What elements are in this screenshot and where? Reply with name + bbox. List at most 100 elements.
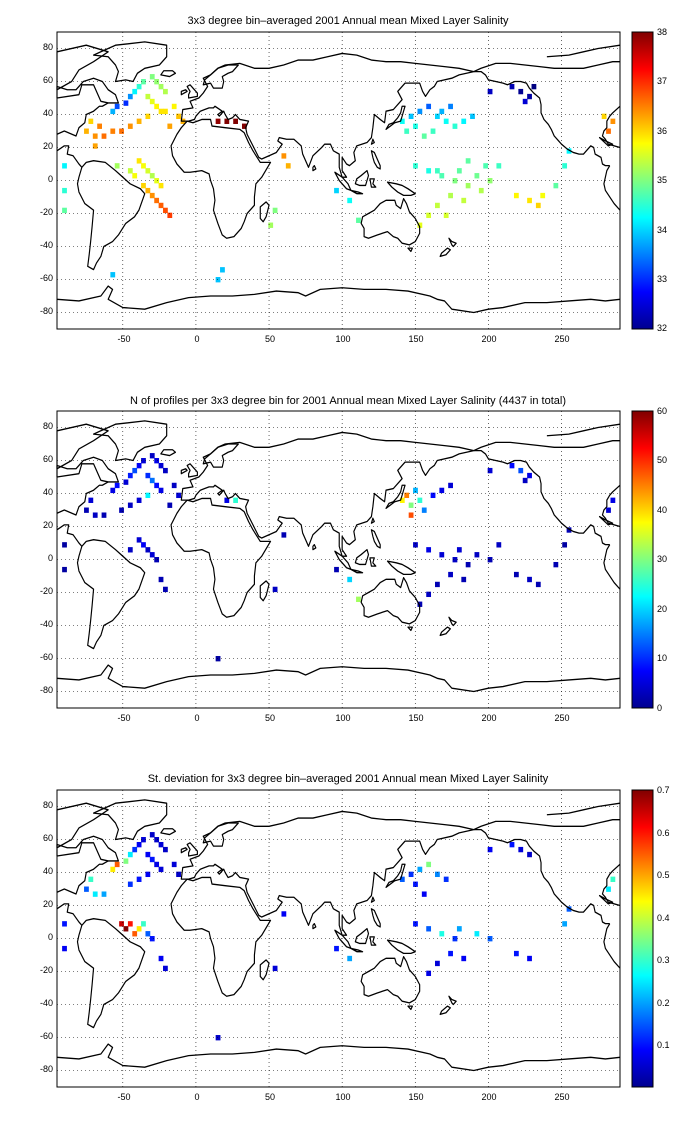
data-cell — [408, 502, 414, 508]
data-cell — [114, 861, 120, 868]
data-cell — [356, 596, 361, 602]
data-cell — [127, 881, 133, 887]
data-cell — [62, 163, 67, 169]
y-tick-label: 20 — [43, 141, 53, 151]
data-cell — [84, 128, 89, 134]
data-cell — [518, 88, 524, 95]
data-cell — [88, 876, 94, 882]
data-cell — [136, 158, 142, 164]
data-cell — [281, 532, 287, 538]
data-cell — [281, 153, 287, 159]
data-cell — [601, 113, 607, 120]
data-cell — [404, 128, 410, 134]
data-cell — [158, 83, 164, 90]
y-tick-label: -80 — [40, 306, 53, 316]
data-cell — [334, 566, 339, 573]
y-tick-label: 0 — [48, 174, 53, 184]
x-tick-label: 250 — [554, 334, 569, 344]
data-cell — [452, 123, 458, 129]
salinity-stdev-panel: St. deviation for 3x3 degree bin–average… — [40, 773, 670, 1102]
gridlines-profile-count — [57, 411, 620, 708]
y-tick-label: 0 — [48, 932, 53, 942]
data-cell — [149, 173, 155, 179]
colorbar-tick-label: 0.2 — [657, 998, 670, 1008]
data-cell — [487, 557, 493, 563]
data-cell — [474, 552, 480, 558]
data-cell — [154, 79, 160, 85]
map-axes-salinity-mean: -50 0 50 100 150 200 250 80 60 40 20 0 -… — [40, 31, 621, 344]
y-tick-label: 60 — [43, 454, 53, 464]
data-cell — [158, 955, 164, 962]
colorbar-tick-label: 35 — [657, 175, 667, 185]
data-cell — [562, 921, 568, 927]
data-cell — [562, 542, 568, 548]
data-cell — [149, 477, 155, 484]
data-cell — [149, 98, 155, 105]
data-cell — [123, 479, 129, 485]
data-cell — [513, 192, 519, 199]
profile-count-panel: N of profiles per 3x3 degree bin for 200… — [40, 395, 667, 723]
data-cell — [527, 197, 532, 204]
data-cell — [233, 118, 238, 124]
data-cell — [399, 876, 405, 882]
data-cell — [101, 512, 107, 518]
data-cell — [421, 891, 427, 897]
data-cell — [413, 542, 418, 548]
y-tick-label: -60 — [40, 273, 53, 283]
data-cell — [171, 103, 177, 110]
data-cell — [176, 492, 181, 499]
data-cell — [426, 970, 432, 977]
colorbar-tick-label: 20 — [657, 604, 667, 614]
x-axis-ticks-salinity-stdev: -50 0 50 100 150 200 250 — [117, 1092, 569, 1102]
data-cell — [417, 222, 423, 228]
data-cell — [413, 921, 418, 927]
data-cell — [132, 931, 138, 937]
data-cell — [562, 163, 568, 169]
data-cell — [176, 113, 181, 120]
data-cell — [62, 187, 67, 194]
colorbar-tick-label: 0.6 — [657, 828, 670, 838]
map-axes-profile-count: -50 0 50 100 150 200 250 80 60 40 20 0 -… — [40, 410, 621, 723]
y-tick-label: -40 — [40, 619, 53, 629]
data-cell — [145, 871, 151, 878]
data-cell — [241, 123, 247, 129]
data-cell — [224, 497, 230, 503]
y-axis-ticks-profile-count: 80 60 40 20 0 -20 -40 -60 -80 — [40, 421, 53, 695]
data-cell — [426, 861, 432, 868]
colorbar-tick-label: 50 — [657, 455, 667, 465]
data-cell — [145, 168, 151, 174]
x-tick-label: 50 — [265, 713, 275, 723]
y-tick-label: -60 — [40, 1031, 53, 1041]
panel-title-salinity-stdev: St. deviation for 3x3 degree bin–average… — [148, 773, 549, 785]
data-cell — [154, 197, 160, 204]
salinity-mean-panel: 3x3 degree bin–averaged 2001 Annual mean… — [40, 15, 667, 344]
data-cell — [167, 123, 173, 129]
x-tick-label: 150 — [408, 713, 423, 723]
data-cell — [145, 851, 151, 858]
data-cell — [141, 458, 146, 464]
data-cell — [158, 841, 164, 848]
data-cell — [145, 472, 151, 479]
data-cell — [62, 207, 67, 214]
data-cell — [215, 656, 221, 662]
data-cell — [408, 113, 414, 120]
data-cell — [215, 1035, 221, 1041]
data-cell — [136, 462, 142, 469]
y-tick-label: 60 — [43, 833, 53, 843]
data-cell — [163, 965, 168, 972]
data-cell — [149, 936, 155, 942]
x-tick-label: 100 — [335, 334, 350, 344]
data-cell — [443, 212, 449, 219]
x-tick-label: 200 — [481, 334, 496, 344]
data-cell — [154, 103, 160, 110]
data-cell — [426, 103, 432, 110]
data-cell — [527, 851, 532, 858]
data-cell — [224, 118, 230, 124]
data-cell — [509, 83, 515, 90]
data-cell — [443, 118, 449, 124]
data-cell — [123, 100, 129, 106]
y-tick-label: -40 — [40, 240, 53, 250]
y-axis-ticks-salinity-mean: 80 60 40 20 0 -20 -40 -60 -80 — [40, 42, 53, 316]
y-tick-label: 80 — [43, 421, 53, 431]
data-cell — [163, 586, 168, 593]
